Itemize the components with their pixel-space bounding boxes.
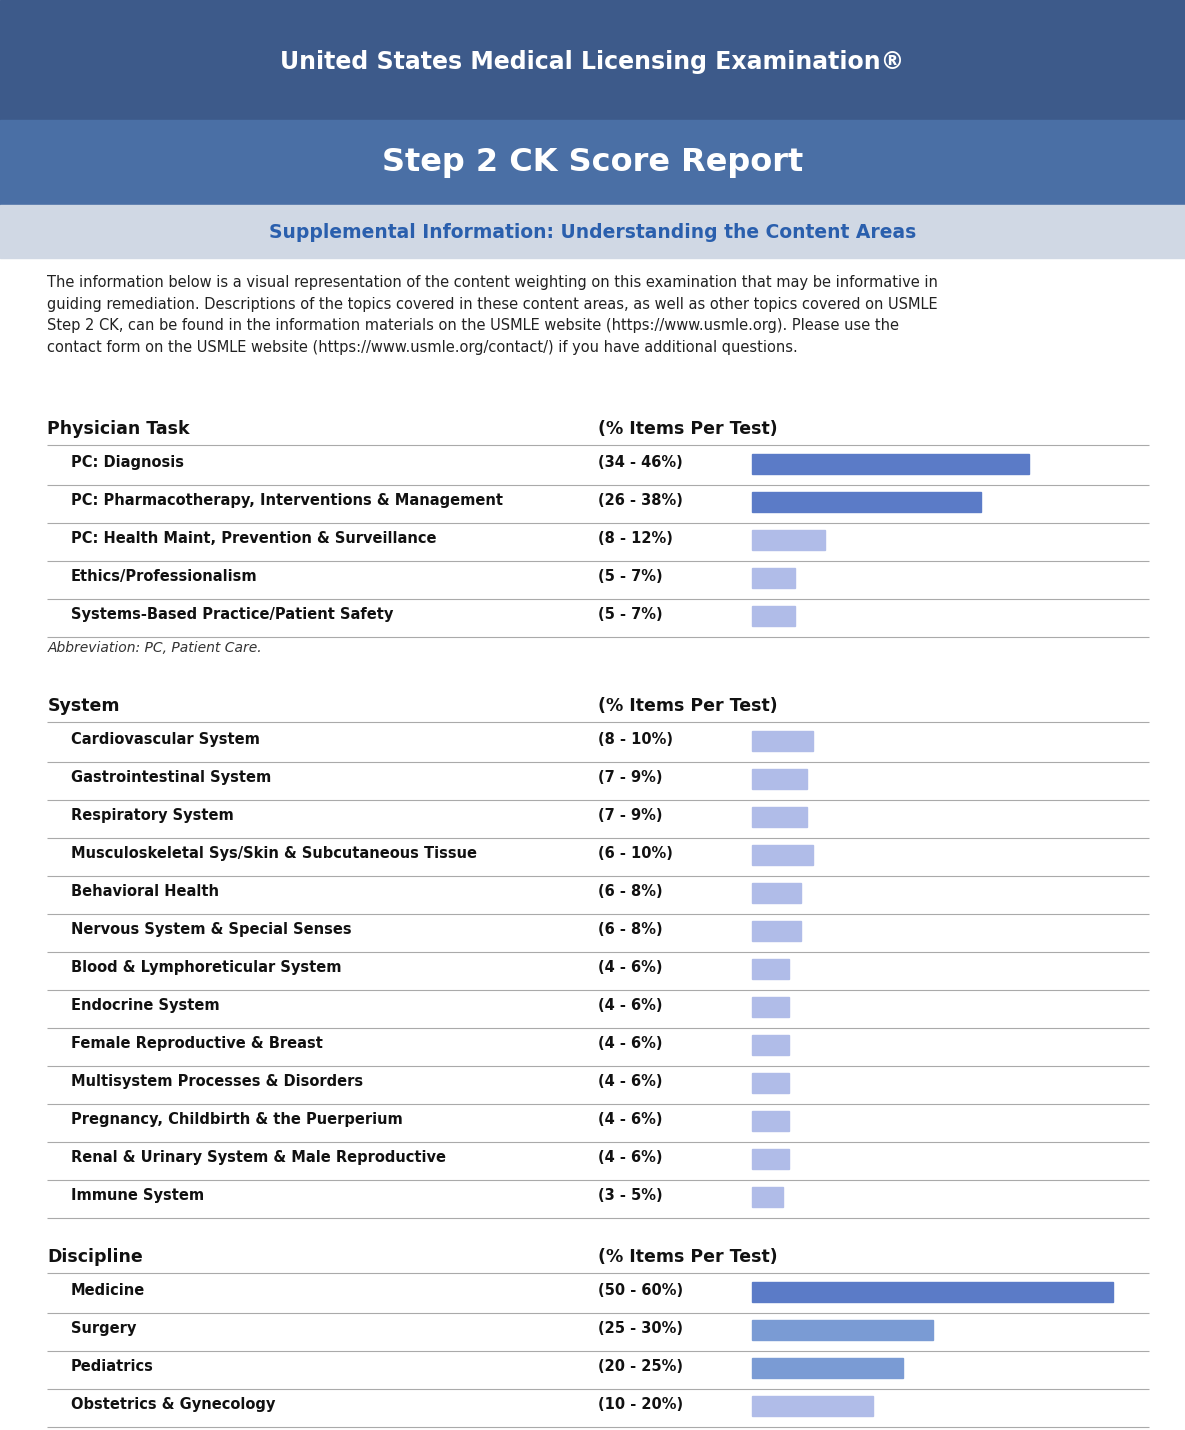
Bar (752, 807, 807, 827)
Text: PC: Diagnosis: PC: Diagnosis (71, 455, 184, 470)
Bar (752, 845, 813, 865)
Text: (5 - 7%): (5 - 7%) (598, 606, 664, 622)
Text: Ethics/Professionalism: Ethics/Professionalism (71, 569, 257, 583)
Text: Pediatrics: Pediatrics (71, 1358, 154, 1374)
Text: Gastrointestinal System: Gastrointestinal System (71, 769, 271, 785)
Text: (6 - 8%): (6 - 8%) (598, 884, 664, 899)
Bar (752, 1072, 788, 1093)
Text: United States Medical Licensing Examination®: United States Medical Licensing Examinat… (281, 50, 904, 74)
Bar (752, 1187, 782, 1207)
Text: Surgery: Surgery (71, 1321, 136, 1336)
Text: Immune System: Immune System (71, 1188, 204, 1203)
Bar (0, 120, 1185, 204)
Text: Behavioral Health: Behavioral Health (71, 884, 219, 899)
Text: (4 - 6%): (4 - 6%) (598, 998, 662, 1012)
Bar (752, 731, 813, 751)
Text: (4 - 6%): (4 - 6%) (598, 1035, 662, 1051)
Text: Systems-Based Practice/Patient Safety: Systems-Based Practice/Patient Safety (71, 606, 393, 622)
Text: (% Items Per Test): (% Items Per Test) (598, 1248, 779, 1266)
Bar (0, 204, 1185, 257)
Text: (10 - 20%): (10 - 20%) (598, 1397, 684, 1411)
Text: (8 - 12%): (8 - 12%) (598, 531, 673, 546)
Text: Renal & Urinary System & Male Reproductive: Renal & Urinary System & Male Reproducti… (71, 1150, 446, 1165)
Text: Nervous System & Special Senses: Nervous System & Special Senses (71, 922, 352, 937)
Text: Cardiovascular System: Cardiovascular System (71, 732, 260, 746)
Text: (8 - 10%): (8 - 10%) (598, 732, 673, 746)
Text: Endocrine System: Endocrine System (71, 998, 219, 1012)
Bar (752, 997, 788, 1017)
Text: (4 - 6%): (4 - 6%) (598, 960, 662, 975)
Text: (25 - 30%): (25 - 30%) (598, 1321, 684, 1336)
Text: Musculoskeletal Sys/Skin & Subcutaneous Tissue: Musculoskeletal Sys/Skin & Subcutaneous … (71, 847, 478, 861)
Text: Blood & Lymphoreticular System: Blood & Lymphoreticular System (71, 960, 341, 975)
Text: (3 - 5%): (3 - 5%) (598, 1188, 664, 1203)
Bar (0, 0, 1185, 120)
Text: Medicine: Medicine (71, 1283, 146, 1298)
Text: Physician Task: Physician Task (47, 420, 190, 438)
Bar (752, 531, 825, 551)
Bar (752, 606, 795, 626)
Bar (752, 882, 801, 902)
Text: (4 - 6%): (4 - 6%) (598, 1150, 662, 1165)
Text: (50 - 60%): (50 - 60%) (598, 1283, 684, 1298)
Bar (752, 1358, 903, 1379)
Text: (4 - 6%): (4 - 6%) (598, 1074, 662, 1090)
Text: System: System (47, 696, 120, 715)
Text: Pregnancy, Childbirth & the Puerperium: Pregnancy, Childbirth & the Puerperium (71, 1113, 403, 1127)
Text: Female Reproductive & Breast: Female Reproductive & Breast (71, 1035, 324, 1051)
Bar (752, 1320, 933, 1340)
Text: Step 2 CK Score Report: Step 2 CK Score Report (382, 147, 803, 179)
Bar (752, 1283, 1114, 1301)
Text: (% Items Per Test): (% Items Per Test) (598, 420, 779, 438)
Text: Multisystem Processes & Disorders: Multisystem Processes & Disorders (71, 1074, 364, 1090)
Text: Supplemental Information: Understanding the Content Areas: Supplemental Information: Understanding … (269, 223, 916, 242)
Text: (20 - 25%): (20 - 25%) (598, 1358, 684, 1374)
Text: (4 - 6%): (4 - 6%) (598, 1113, 662, 1127)
Bar (752, 960, 788, 980)
Bar (752, 921, 801, 941)
Text: Obstetrics & Gynecology: Obstetrics & Gynecology (71, 1397, 275, 1411)
Bar (752, 1035, 788, 1055)
Text: PC: Pharmacotherapy, Interventions & Management: PC: Pharmacotherapy, Interventions & Man… (71, 493, 504, 508)
Bar (752, 769, 807, 789)
Text: (5 - 7%): (5 - 7%) (598, 569, 664, 583)
Text: The information below is a visual representation of the content weighting on thi: The information below is a visual repres… (47, 275, 939, 355)
Text: (26 - 38%): (26 - 38%) (598, 493, 684, 508)
Bar (752, 1111, 788, 1131)
Text: (% Items Per Test): (% Items Per Test) (598, 696, 779, 715)
Text: (7 - 9%): (7 - 9%) (598, 808, 662, 824)
Bar (752, 453, 1030, 473)
Bar (752, 492, 981, 512)
Text: (7 - 9%): (7 - 9%) (598, 769, 662, 785)
Text: (6 - 8%): (6 - 8%) (598, 922, 664, 937)
Text: Respiratory System: Respiratory System (71, 808, 233, 824)
Text: Discipline: Discipline (47, 1248, 143, 1266)
Text: (6 - 10%): (6 - 10%) (598, 847, 673, 861)
Bar (752, 568, 795, 588)
Text: PC: Health Maint, Prevention & Surveillance: PC: Health Maint, Prevention & Surveilla… (71, 531, 436, 546)
Bar (752, 1396, 873, 1416)
Bar (752, 1148, 788, 1168)
Text: (34 - 46%): (34 - 46%) (598, 455, 684, 470)
Text: Abbreviation: PC, Patient Care.: Abbreviation: PC, Patient Care. (47, 641, 262, 655)
